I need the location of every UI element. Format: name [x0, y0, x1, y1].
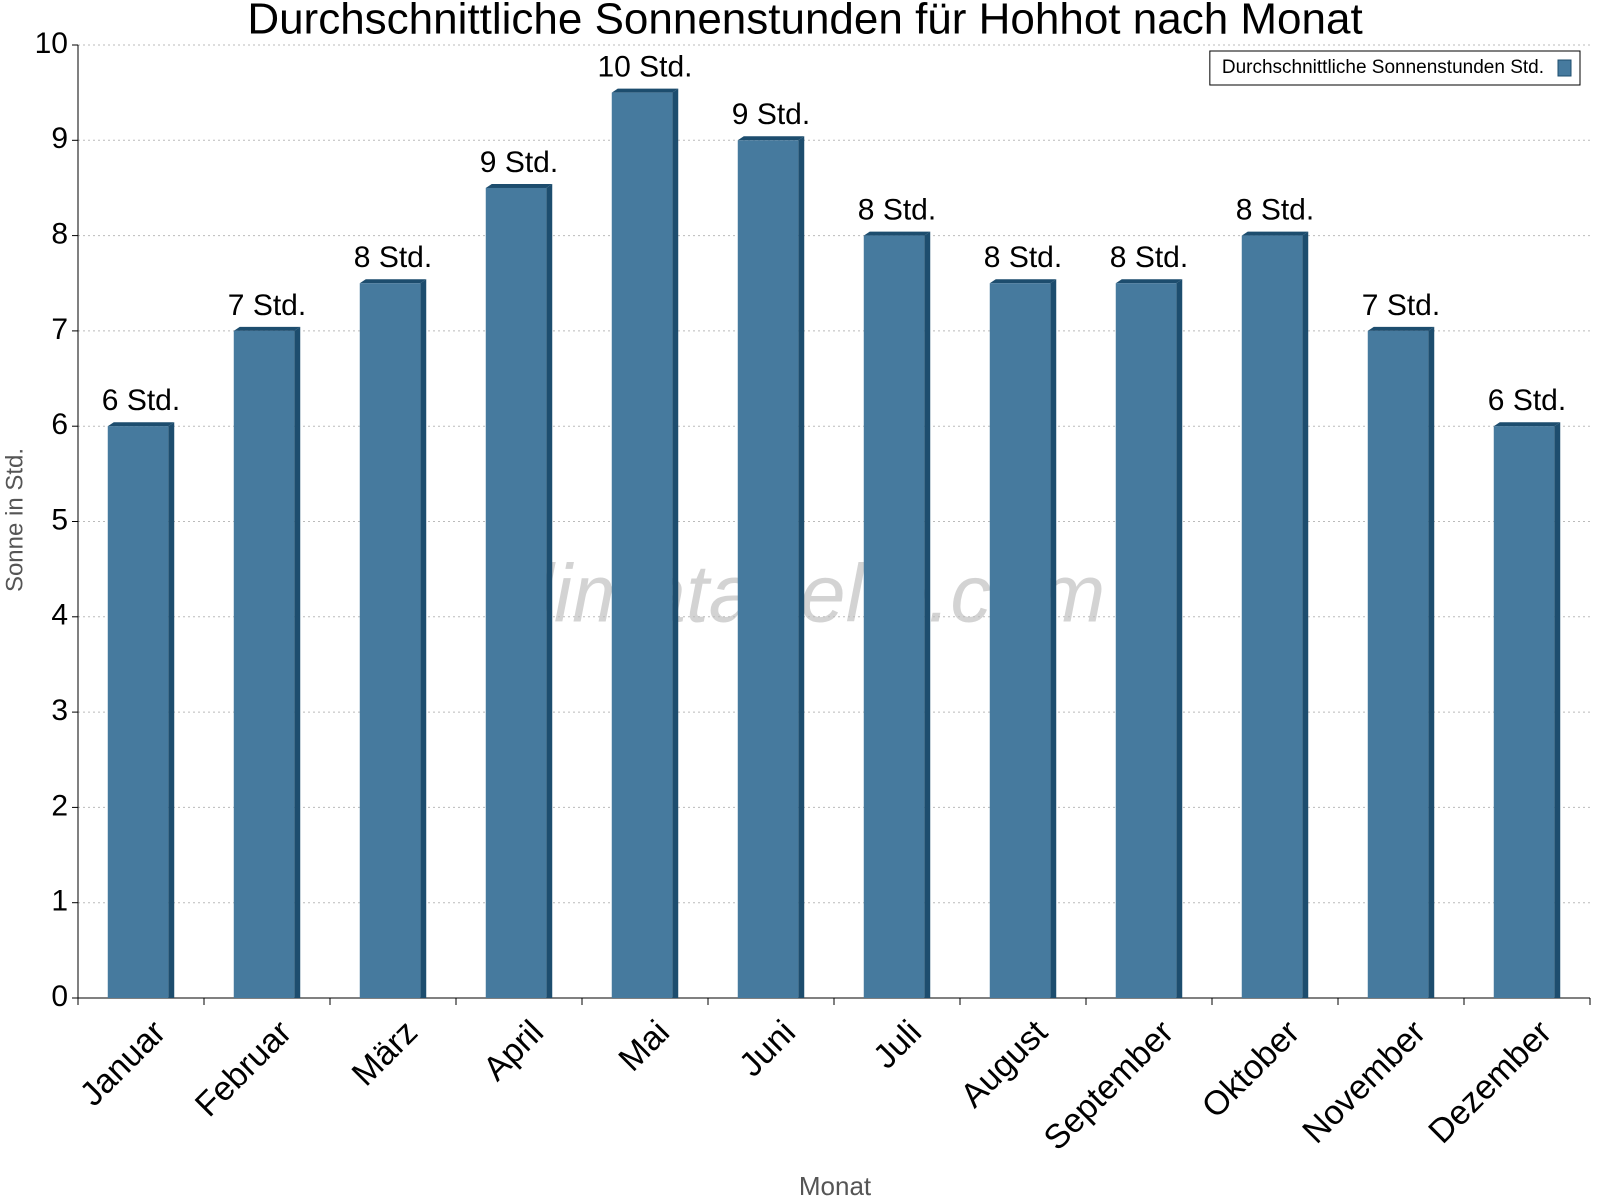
bar-side: [672, 88, 679, 998]
bar-side: [1428, 326, 1435, 998]
bar-group: [611, 88, 679, 998]
data-label: 7 Std.: [1362, 289, 1440, 322]
y-tick-label: 10: [35, 27, 68, 60]
x-tick-label: August: [953, 1013, 1055, 1115]
bar-top: [485, 183, 553, 188]
data-label: 8 Std.: [354, 241, 432, 274]
y-tick-label: 3: [51, 694, 68, 727]
x-tick-label: April: [476, 1013, 551, 1088]
bar-group: [989, 279, 1057, 998]
bar-side: [798, 136, 805, 999]
bar-top: [359, 279, 427, 284]
legend-swatch: [1557, 59, 1572, 77]
legend-box: [1209, 50, 1581, 86]
bar-top: [1241, 231, 1309, 236]
bar: [1367, 330, 1429, 998]
bar-group: [1115, 279, 1183, 998]
x-tick-label: November: [1295, 1013, 1433, 1151]
bar-group: [1241, 231, 1309, 999]
x-axis-title: Monat: [799, 1171, 872, 1200]
data-label: 8 Std.: [1110, 241, 1188, 274]
bar-group: [107, 422, 175, 998]
data-label: 10 Std.: [597, 51, 692, 84]
y-tick-label: 0: [51, 980, 68, 1013]
bar: [989, 283, 1051, 998]
chart-title: Durchschnittliche Sonnenstunden für Hohh…: [247, 0, 1362, 44]
bar-group: [737, 136, 805, 999]
y-tick-label: 5: [51, 503, 68, 536]
bar: [1115, 283, 1177, 998]
bar-group: [233, 326, 301, 998]
bar-side: [294, 326, 301, 998]
x-tick-label: Juni: [732, 1013, 803, 1084]
bar: [1241, 235, 1303, 999]
y-tick-label: 7: [51, 313, 68, 346]
data-label: 6 Std.: [1488, 384, 1566, 417]
bar-top: [107, 422, 175, 427]
bar: [359, 283, 421, 998]
x-tick-label: März: [345, 1013, 425, 1093]
bar: [863, 235, 925, 999]
bar-side: [1050, 279, 1057, 998]
data-label: 8 Std.: [984, 241, 1062, 274]
bar-side: [1176, 279, 1183, 998]
x-tick-label: September: [1037, 1013, 1181, 1157]
y-tick-label: 9: [51, 122, 68, 155]
bar-side: [1302, 231, 1309, 999]
bar-group: [1493, 422, 1561, 998]
y-tick-label: 2: [51, 789, 68, 822]
bar: [1493, 426, 1555, 998]
bar-top: [1493, 422, 1561, 427]
x-tick-label: Dezember: [1421, 1013, 1559, 1151]
y-axis-title: Sonne in Std.: [1, 448, 28, 592]
data-label: 6 Std.: [102, 384, 180, 417]
x-tick-label: Februar: [188, 1013, 299, 1124]
bar-top: [863, 231, 931, 236]
bar-top: [1115, 279, 1183, 284]
data-label: 8 Std.: [1236, 194, 1314, 227]
bar-top: [233, 326, 301, 331]
y-tick-label: 8: [51, 218, 68, 251]
bar-group: [359, 279, 427, 998]
bar: [485, 187, 547, 998]
bar-side: [924, 231, 931, 999]
data-label: 9 Std.: [732, 98, 810, 131]
bar-group: [1367, 326, 1435, 998]
y-tick-label: 1: [51, 885, 68, 918]
bar: [737, 140, 799, 999]
bar: [233, 330, 295, 998]
bar-group: [863, 231, 931, 999]
data-label: 7 Std.: [228, 289, 306, 322]
bar-top: [989, 279, 1057, 284]
legend-label: Durchschnittliche Sonnenstunden Std.: [1222, 57, 1544, 78]
bar-side: [420, 279, 427, 998]
data-label: 9 Std.: [480, 146, 558, 179]
bar-top: [611, 88, 679, 93]
y-tick-label: 6: [51, 408, 68, 441]
y-tick-label: 4: [51, 599, 68, 632]
x-tick-label: Juli: [866, 1013, 929, 1076]
legend: Durchschnittliche Sonnenstunden Std.: [1209, 50, 1581, 86]
x-tick-label: Januar: [73, 1013, 173, 1113]
bar-top: [1367, 326, 1435, 331]
x-tick-label: Mai: [611, 1013, 677, 1079]
x-tick-label: Oktober: [1195, 1013, 1307, 1125]
bar: [107, 426, 169, 998]
bar-side: [168, 422, 175, 998]
bar-side: [546, 183, 553, 998]
bar: [611, 92, 673, 998]
bar-side: [1554, 422, 1561, 998]
bar-top: [737, 136, 805, 141]
data-label: 8 Std.: [858, 194, 936, 227]
bar-group: [485, 183, 553, 998]
